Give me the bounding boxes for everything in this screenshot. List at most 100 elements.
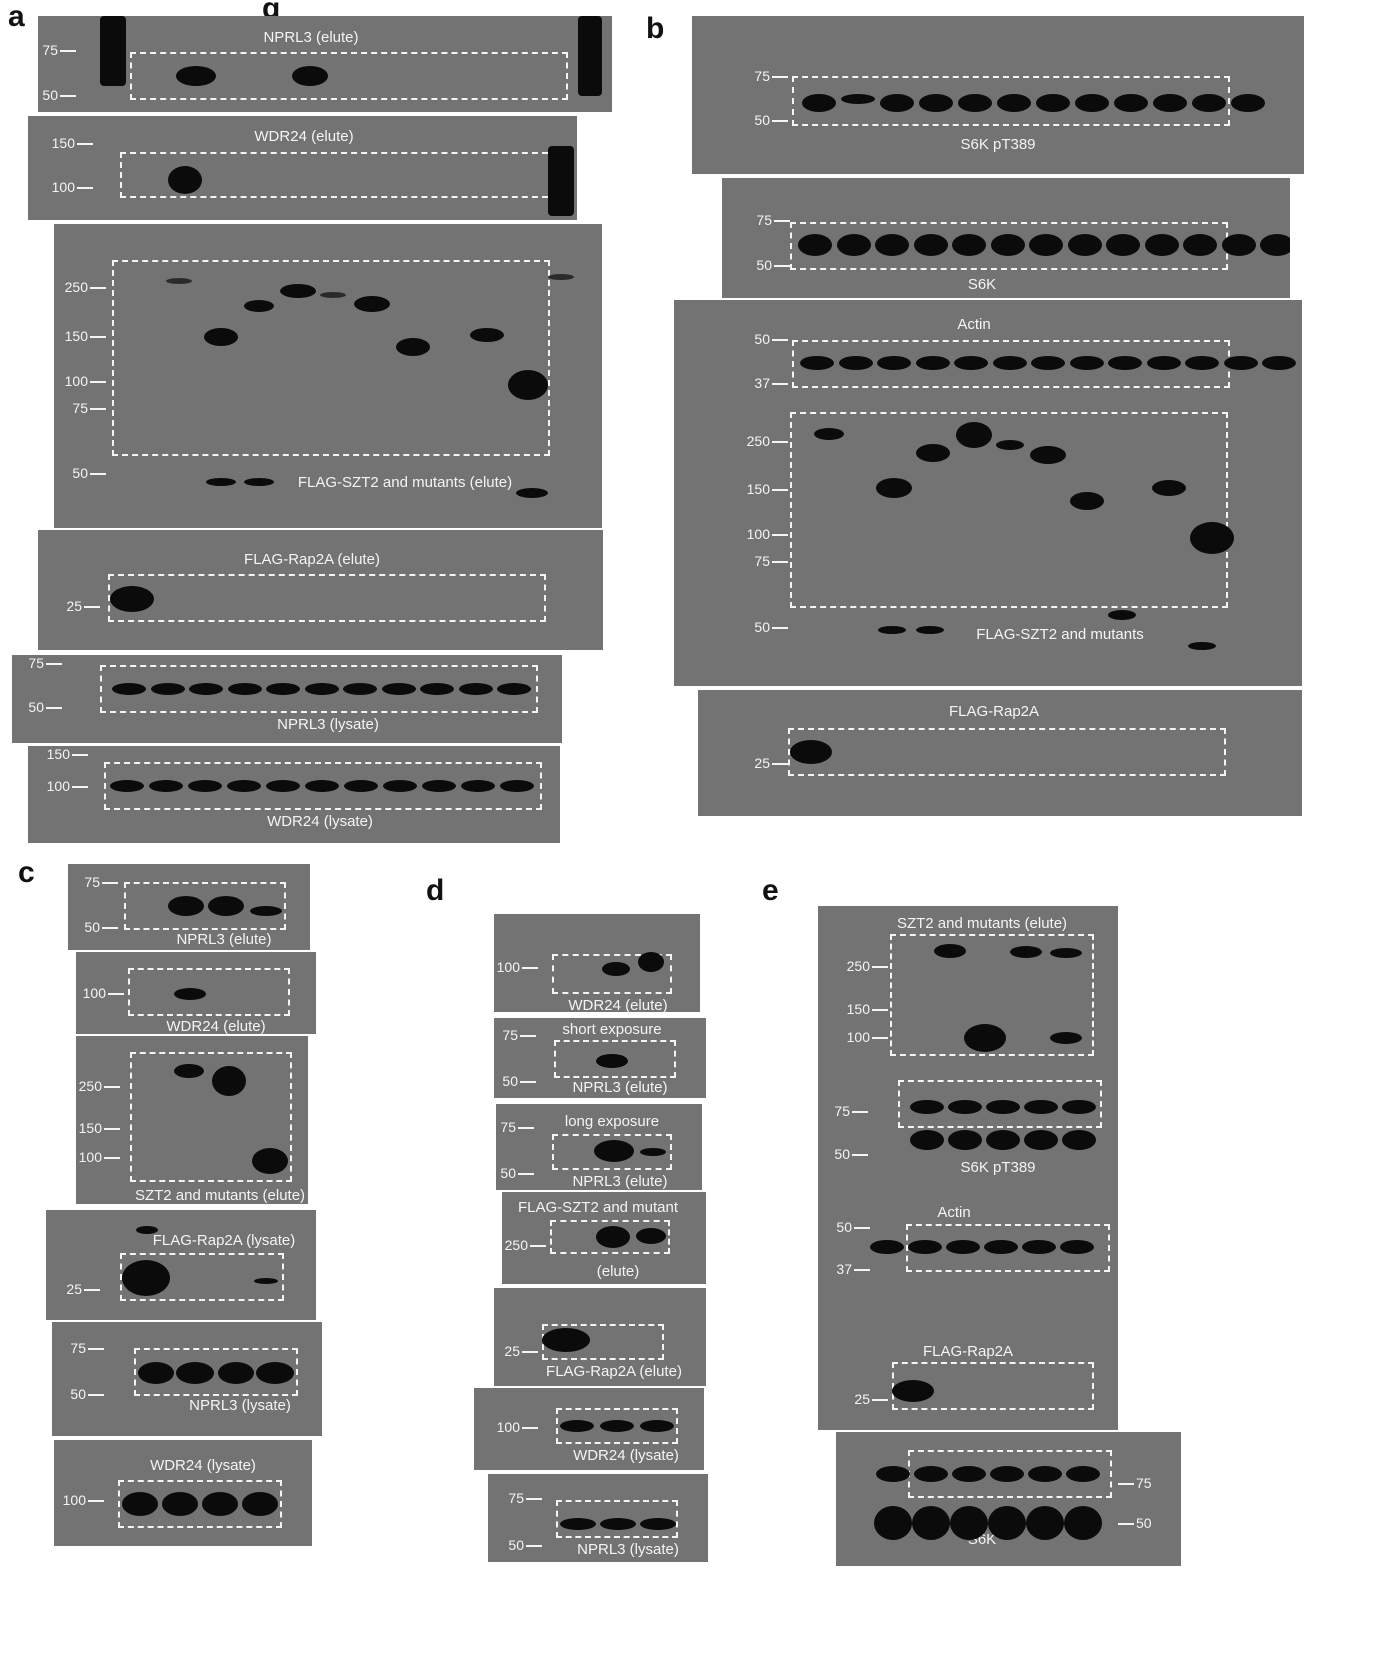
band	[964, 1024, 1006, 1052]
band	[548, 146, 574, 216]
band	[912, 1506, 950, 1540]
label-d-wdr24-lysate: WDR24 (lysate)	[573, 1447, 679, 1464]
band	[560, 1518, 596, 1530]
band	[516, 488, 548, 498]
band	[304, 683, 339, 695]
band	[470, 328, 504, 342]
label-e-actin: Actin	[937, 1204, 971, 1221]
blot-a-flag-szt2-elute: 250 150 100 75 50 FLAG-SZT2 and mutants …	[54, 224, 602, 528]
band	[948, 1130, 982, 1150]
band	[952, 234, 986, 256]
band	[870, 1240, 904, 1254]
dashed-box	[124, 882, 286, 930]
band	[458, 683, 493, 695]
blot-d-flag-szt2: FLAG-SZT2 and mutant 250 (elute)	[502, 1192, 706, 1284]
band	[1029, 234, 1063, 256]
band	[122, 1492, 158, 1516]
band	[838, 356, 873, 370]
band	[1060, 1240, 1094, 1254]
band	[950, 1506, 988, 1540]
band	[1062, 1130, 1096, 1150]
band	[990, 234, 1025, 256]
band	[640, 1420, 674, 1432]
band	[292, 66, 328, 86]
band	[218, 1362, 254, 1384]
blot-d-flag-rap2a-elute: 25 FLAG-Rap2A (elute)	[494, 1288, 706, 1386]
blot-e-main: SZT2 and mutants (elute) 250 150 100 75 …	[818, 906, 1118, 1430]
band	[802, 94, 836, 112]
band	[640, 1148, 666, 1156]
band	[256, 1362, 294, 1384]
band	[110, 586, 154, 612]
band	[112, 683, 146, 695]
band	[1183, 234, 1217, 256]
band	[874, 1506, 912, 1540]
label-b-actin: Actin	[957, 316, 991, 333]
band	[168, 896, 204, 916]
band	[876, 1466, 910, 1482]
band	[986, 1130, 1020, 1150]
label-d-wdr24-elute: WDR24 (elute)	[568, 997, 668, 1012]
panel-letter-c: c	[18, 856, 35, 889]
band	[916, 626, 944, 634]
label-a-wdr24-elute: WDR24 (elute)	[254, 128, 354, 145]
dashed-box	[890, 934, 1094, 1056]
band	[204, 328, 238, 346]
band	[420, 683, 454, 695]
band	[878, 626, 906, 634]
label-a-flag-rap2a-elute: FLAG-Rap2A (elute)	[244, 551, 380, 568]
band	[1050, 1032, 1082, 1044]
band	[1036, 94, 1070, 112]
band	[602, 962, 630, 976]
label-d-elute: (elute)	[596, 1263, 640, 1280]
band	[800, 356, 834, 370]
band	[266, 780, 300, 792]
blot-c-szt2-elute: 250 150 100 SZT2 and mutants (elute)	[76, 1036, 308, 1204]
band	[1026, 1506, 1064, 1540]
band	[168, 166, 202, 194]
band	[110, 780, 144, 792]
band	[1108, 610, 1136, 620]
label-b-s6k-pt389: S6K pT389	[960, 136, 1036, 153]
band	[227, 780, 261, 792]
blot-c-nprl3-elute: 75 50 NPRL3 (elute)	[68, 864, 310, 950]
band	[596, 1054, 628, 1068]
band	[1022, 1240, 1056, 1254]
band	[202, 1492, 238, 1516]
panel-letter-e: e	[762, 874, 779, 907]
blot-c-wdr24-lysate: WDR24 (lysate) 100	[54, 1440, 312, 1546]
label-e-s6k-pt389: S6K pT389	[960, 1159, 1036, 1176]
band	[916, 444, 950, 462]
band	[877, 356, 911, 370]
band	[596, 1226, 630, 1248]
label-b-flag-szt2: FLAG-SZT2 and mutants	[976, 626, 1144, 643]
label-c-szt2-elute: SZT2 and mutants (elute)	[134, 1187, 306, 1204]
label-b-flag-rap2a: FLAG-Rap2A	[948, 703, 1040, 720]
band	[814, 428, 844, 440]
dashed-box	[134, 1348, 298, 1396]
band	[1260, 234, 1290, 256]
blot-e-s6k: 75 50 S6K	[836, 1432, 1181, 1566]
band	[1190, 522, 1234, 554]
blot-b-actin-flag-szt2: Actin 50 37 250 150 100 75 50 FLAG-SZT2 …	[674, 300, 1302, 686]
band	[320, 292, 346, 298]
band	[913, 234, 948, 256]
band	[636, 1228, 666, 1244]
band	[934, 944, 966, 958]
label-c-wdr24-lysate: WDR24 (lysate)	[150, 1457, 256, 1474]
band	[914, 1466, 948, 1482]
label-c-wdr24-elute: WDR24 (elute)	[166, 1018, 266, 1034]
dashed-box	[100, 665, 538, 713]
band	[880, 94, 914, 112]
band	[174, 988, 206, 1000]
band	[1231, 94, 1265, 112]
band	[266, 683, 300, 695]
label-a-nprl3-lysate: NPRL3 (lysate)	[277, 716, 379, 733]
dashed-box	[108, 574, 546, 622]
dashed-box	[130, 52, 568, 100]
band	[162, 1492, 198, 1516]
label-a-nprl3-elute: NPRL3 (elute)	[263, 29, 359, 46]
label-e-szt2-elute: SZT2 and mutants (elute)	[896, 915, 1068, 932]
band	[1050, 948, 1082, 958]
band	[946, 1240, 980, 1254]
